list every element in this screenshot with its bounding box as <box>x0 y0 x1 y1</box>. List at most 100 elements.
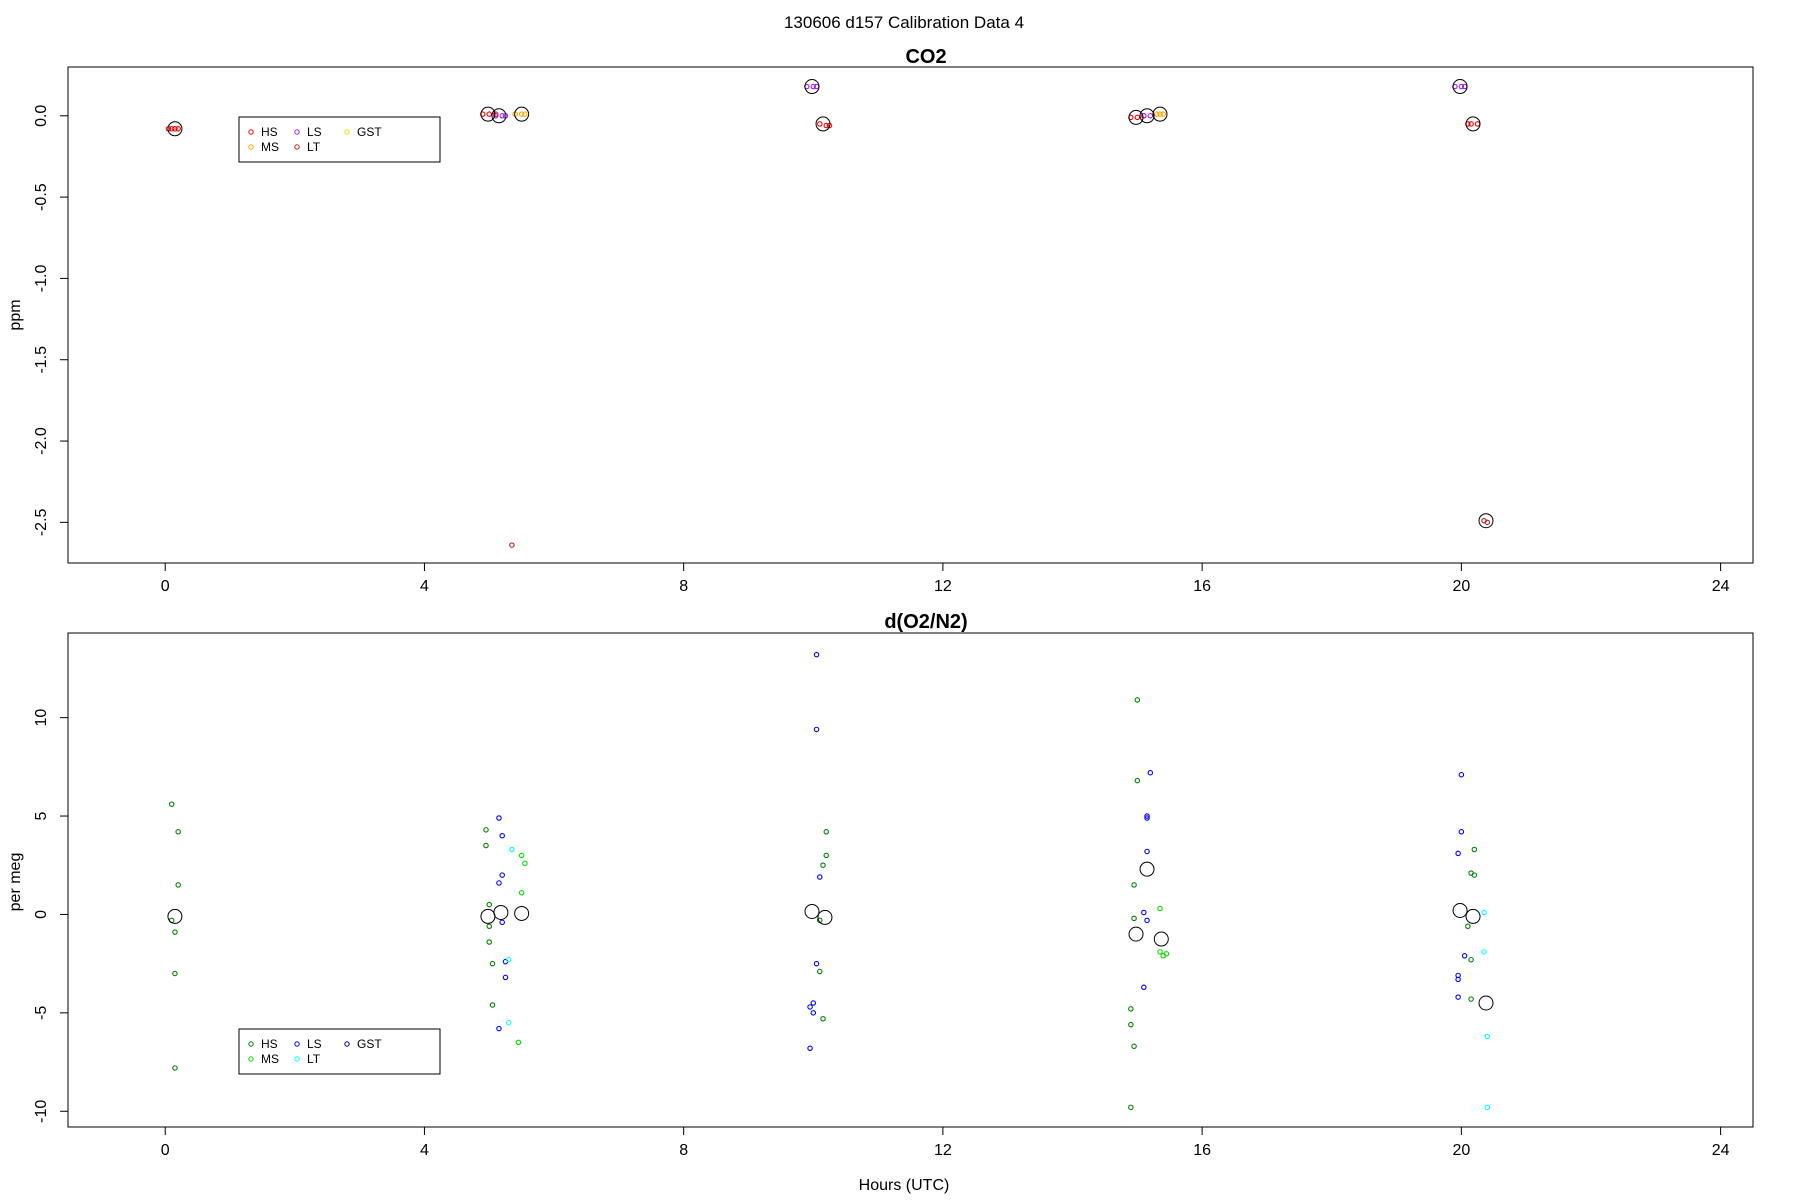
o2n2-point-ls <box>496 815 502 821</box>
co2-point-mean <box>815 116 831 132</box>
co2-point-mean <box>1152 106 1168 122</box>
o2n2-point-ms <box>1163 951 1170 957</box>
o2n2-point-ls <box>1144 848 1150 855</box>
co2-legend: HS LS GST MS LT <box>238 116 441 163</box>
co2-point-lt <box>509 542 515 548</box>
o2n2-point-mean <box>1465 908 1481 924</box>
o2n2-point-hs <box>820 1016 826 1022</box>
co2-point-mean <box>1452 79 1468 95</box>
o2n2-point-ls <box>813 651 820 658</box>
o2n2-legend-label: LS <box>307 1037 322 1051</box>
o2n2-point-hs <box>1134 777 1141 784</box>
co2-point-mean <box>804 79 820 95</box>
co2-y-tick-label: -0.5 <box>33 183 50 211</box>
o2n2-point-mean <box>817 909 833 925</box>
co2-point-ls <box>810 83 817 90</box>
o2n2-point-mean <box>1153 931 1169 947</box>
o2n2-point-hs <box>1131 1043 1137 1050</box>
co2-point-mean <box>491 108 507 124</box>
o2n2-point-hs <box>1128 1006 1134 1012</box>
co2-point-hs <box>175 126 181 132</box>
o2n2-point-mean <box>1452 903 1468 919</box>
o2n2-point-lt <box>1481 949 1487 955</box>
co2-legend-marker <box>344 129 350 135</box>
co2-x-tick-label: 12 <box>934 578 952 595</box>
o2n2-legend-label: HS <box>261 1037 278 1051</box>
co2-point-hs <box>817 121 823 127</box>
o2n2-point-hs <box>483 842 489 849</box>
o2n2-point-ls <box>1455 850 1461 857</box>
o2n2-point-ls <box>807 1004 813 1010</box>
co2-legend-label: GST <box>357 125 382 139</box>
o2n2-point-ls <box>496 1025 502 1032</box>
o2n2-point-hs <box>1128 1021 1134 1028</box>
co2-legend-marker <box>294 144 300 150</box>
co2-x-axis: 0 4 8 12 16 20 24 <box>161 562 1730 595</box>
o2n2-point-lt <box>505 1019 512 1026</box>
o2n2-point-hs <box>1468 996 1474 1002</box>
o2n2-y-tick-label: 10 <box>33 709 50 727</box>
o2n2-point-hs <box>820 862 826 868</box>
o2n2-ylabel: per meg <box>7 853 24 912</box>
co2-point-hs <box>823 122 829 129</box>
co2-y-tick-label: -2.0 <box>33 427 50 455</box>
o2n2-point-ms <box>518 890 525 896</box>
o2n2-point-ls <box>1144 815 1150 821</box>
o2n2-point-ls <box>499 872 505 878</box>
figure-title: 130606 d157 Calibration Data 4 <box>784 13 1024 32</box>
o2n2-point-ls <box>1144 917 1150 924</box>
o2n2-y-tick-label: -5 <box>33 1006 50 1020</box>
o2n2-point-hs <box>1465 923 1471 930</box>
o2n2-legend-marker <box>344 1041 350 1047</box>
o2n2-point-hs <box>1471 846 1478 853</box>
co2-point-hs <box>168 126 175 132</box>
co2-point-mean <box>1128 109 1144 125</box>
o2n2-y-tick-label: -10 <box>33 1100 50 1123</box>
o2n2-point-ms <box>518 852 525 859</box>
o2n2-point-ls <box>1458 829 1465 835</box>
o2n2-legend-marker <box>248 1056 254 1062</box>
o2n2-point-hs <box>1131 915 1137 922</box>
o2n2-point-ls <box>1147 769 1154 776</box>
o2n2-point-mean <box>1128 926 1144 942</box>
co2-point-ls <box>1458 83 1465 90</box>
co2-legend-marker <box>248 144 254 150</box>
o2n2-x-tick-label: 20 <box>1452 1142 1470 1159</box>
o2n2-point-ls <box>502 974 509 981</box>
co2-point-ls <box>492 113 499 119</box>
co2-y-tick-label: -2.5 <box>33 508 50 536</box>
o2n2-point-mean <box>1478 995 1494 1011</box>
o2n2-point-ls <box>1144 813 1150 819</box>
co2-ylabel: ppm <box>7 299 24 330</box>
o2n2-point-hs <box>1471 872 1478 878</box>
co2-point-ms <box>518 111 525 117</box>
o2n2-point-ls <box>499 919 505 926</box>
co2-legend-label: LS <box>307 125 322 139</box>
co2-legend-marker <box>248 129 254 135</box>
o2n2-legend-box <box>238 1028 441 1075</box>
o2n2-x-tick-label: 4 <box>420 1142 429 1159</box>
co2-point-mean <box>1478 513 1494 529</box>
o2n2-point-hs <box>486 923 492 930</box>
o2n2-point-ms <box>515 1039 522 1046</box>
co2-point-ms <box>1154 111 1160 117</box>
o2n2-point-hs <box>486 901 492 908</box>
co2-legend-label: LT <box>307 140 321 154</box>
o2n2-point-ls <box>1455 994 1461 1000</box>
o2n2-point-lt <box>1481 909 1487 916</box>
o2n2-point-ms <box>522 860 528 867</box>
co2-point-ms <box>1160 111 1167 117</box>
o2n2-point-mean <box>480 908 496 924</box>
o2n2-points <box>167 651 1494 1111</box>
o2n2-point-lt <box>1484 1104 1491 1111</box>
co2-point-hs <box>486 111 492 117</box>
co2-point-mean <box>514 106 530 122</box>
o2n2-legend-label: LT <box>307 1052 321 1066</box>
o2n2-point-ls <box>1141 984 1147 991</box>
co2-title: CO2 <box>905 46 946 68</box>
o2n2-point-ls <box>813 960 820 967</box>
o2n2-point-hs <box>1468 956 1474 963</box>
co2-point-mean <box>167 121 183 137</box>
o2n2-point-hs <box>489 1002 496 1008</box>
